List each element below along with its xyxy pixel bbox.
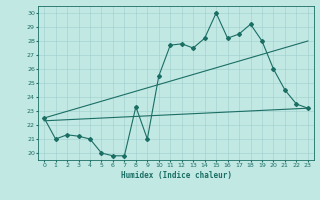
X-axis label: Humidex (Indice chaleur): Humidex (Indice chaleur)	[121, 171, 231, 180]
